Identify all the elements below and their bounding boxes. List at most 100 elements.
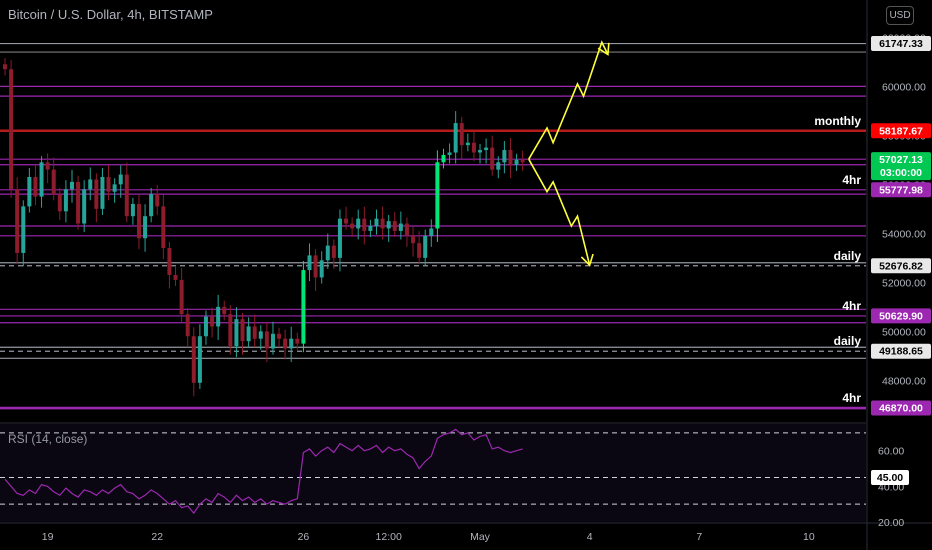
candle-body bbox=[173, 275, 178, 280]
candle-body bbox=[100, 177, 105, 209]
candle-body bbox=[398, 223, 403, 231]
currency-button[interactable]: USD bbox=[886, 6, 914, 25]
candle-body bbox=[155, 194, 160, 207]
candle-body bbox=[234, 319, 239, 347]
candle-body bbox=[45, 162, 50, 170]
candle-body bbox=[179, 279, 184, 315]
candle-body bbox=[471, 142, 476, 153]
candle-body bbox=[277, 333, 282, 339]
candle-body bbox=[386, 221, 391, 229]
price-level-badge[interactable] bbox=[871, 152, 931, 181]
candle-body bbox=[197, 336, 202, 383]
candle-body bbox=[27, 177, 32, 207]
candle-body bbox=[429, 228, 434, 236]
price-level-value: 52676.82 bbox=[879, 260, 923, 272]
level-annotation: daily bbox=[834, 249, 862, 263]
price-axis-tick: 60000.00 bbox=[882, 81, 926, 93]
time-axis-tick: 4 bbox=[587, 531, 593, 543]
bearish-scenario-arrow[interactable] bbox=[528, 158, 591, 266]
time-axis-tick: 7 bbox=[696, 531, 702, 543]
rsi-axis-tick: 60.00 bbox=[878, 446, 904, 458]
candle-body bbox=[496, 162, 501, 170]
candle-body bbox=[9, 69, 14, 190]
price-level-badge[interactable] bbox=[871, 343, 931, 359]
candle-body bbox=[356, 218, 361, 229]
candle-body bbox=[514, 159, 519, 165]
rsi-level-value: 45.00 bbox=[877, 472, 903, 484]
price-level-value: 49188.65 bbox=[879, 346, 923, 358]
candle-body bbox=[411, 235, 416, 244]
candle-body bbox=[57, 194, 62, 212]
candle-body bbox=[143, 216, 148, 239]
candle-body bbox=[33, 177, 38, 197]
candle-countdown: 03:00:00 bbox=[880, 167, 922, 179]
chart-title: Bitcoin / U.S. Dollar, 4h, BITSTAMP bbox=[8, 7, 213, 22]
candle-body bbox=[63, 189, 68, 212]
candle-body bbox=[307, 255, 312, 271]
candle-body bbox=[301, 270, 306, 344]
rsi-axis-tick: 20.00 bbox=[878, 517, 904, 529]
candle-body bbox=[459, 123, 464, 146]
level-annotation: 4hr bbox=[842, 299, 861, 313]
candle-body bbox=[76, 181, 81, 224]
candle-body bbox=[350, 223, 355, 229]
rsi-pane[interactable] bbox=[0, 424, 866, 522]
candle-body bbox=[222, 306, 227, 315]
price-level-badge[interactable] bbox=[871, 36, 931, 52]
price-level-value: 55777.98 bbox=[879, 184, 923, 196]
bearish-arrowhead bbox=[580, 253, 594, 267]
time-axis-tick: 10 bbox=[803, 531, 815, 543]
price-axis-tick: 48000.00 bbox=[882, 375, 926, 387]
candle-body bbox=[106, 177, 111, 192]
candle-body bbox=[392, 221, 397, 231]
candle-body bbox=[289, 338, 294, 349]
candle-body bbox=[325, 245, 330, 261]
price-level-value: 61747.33 bbox=[879, 38, 923, 50]
bullish-arrowhead bbox=[597, 42, 610, 56]
price-level-badge[interactable] bbox=[871, 308, 931, 324]
candle-body bbox=[490, 147, 495, 170]
candle-body bbox=[112, 184, 117, 192]
candle-body bbox=[88, 179, 93, 190]
candle-body bbox=[441, 154, 446, 163]
candle-body bbox=[240, 319, 245, 342]
candle-body bbox=[136, 203, 141, 239]
candle-body bbox=[270, 333, 275, 349]
bullish-scenario-arrow[interactable] bbox=[528, 40, 609, 160]
candle-body bbox=[264, 331, 269, 349]
rsi-line[interactable] bbox=[4, 428, 523, 515]
candle-body bbox=[15, 189, 20, 253]
price-level-badge[interactable] bbox=[871, 182, 931, 198]
time-axis-tick: 19 bbox=[42, 531, 54, 543]
candle-body bbox=[362, 218, 367, 231]
candle-body bbox=[435, 162, 440, 229]
candle-body bbox=[337, 218, 342, 258]
time-axis-tick: 22 bbox=[151, 531, 163, 543]
candle-body bbox=[130, 203, 135, 217]
candle-body bbox=[313, 255, 318, 278]
level-annotation: monthly bbox=[814, 114, 861, 128]
price-axis-tick: 52000.00 bbox=[882, 277, 926, 289]
candle-body bbox=[216, 306, 221, 327]
price-level-badge[interactable] bbox=[871, 400, 931, 416]
candle-body bbox=[502, 150, 507, 163]
candle-body bbox=[283, 338, 288, 349]
candle-body bbox=[404, 223, 409, 236]
candle-body bbox=[465, 142, 470, 146]
candle-body bbox=[161, 206, 166, 249]
time-axis-tick: 12:00 bbox=[376, 531, 402, 543]
price-level-value: 50629.90 bbox=[879, 310, 923, 322]
rsi-title: RSI (14, close) bbox=[8, 432, 88, 446]
price-level-badge[interactable] bbox=[871, 123, 931, 139]
rsi-level-badge bbox=[871, 469, 909, 485]
candle-body bbox=[228, 314, 233, 347]
candle-body bbox=[203, 316, 208, 337]
level-annotation: 4hr bbox=[842, 391, 861, 405]
candle-body bbox=[3, 64, 7, 70]
price-axis-tick: 50000.00 bbox=[882, 326, 926, 338]
price-level-badge[interactable] bbox=[871, 258, 931, 274]
candle-body bbox=[82, 189, 87, 224]
price-level-value: 58187.67 bbox=[879, 125, 923, 137]
